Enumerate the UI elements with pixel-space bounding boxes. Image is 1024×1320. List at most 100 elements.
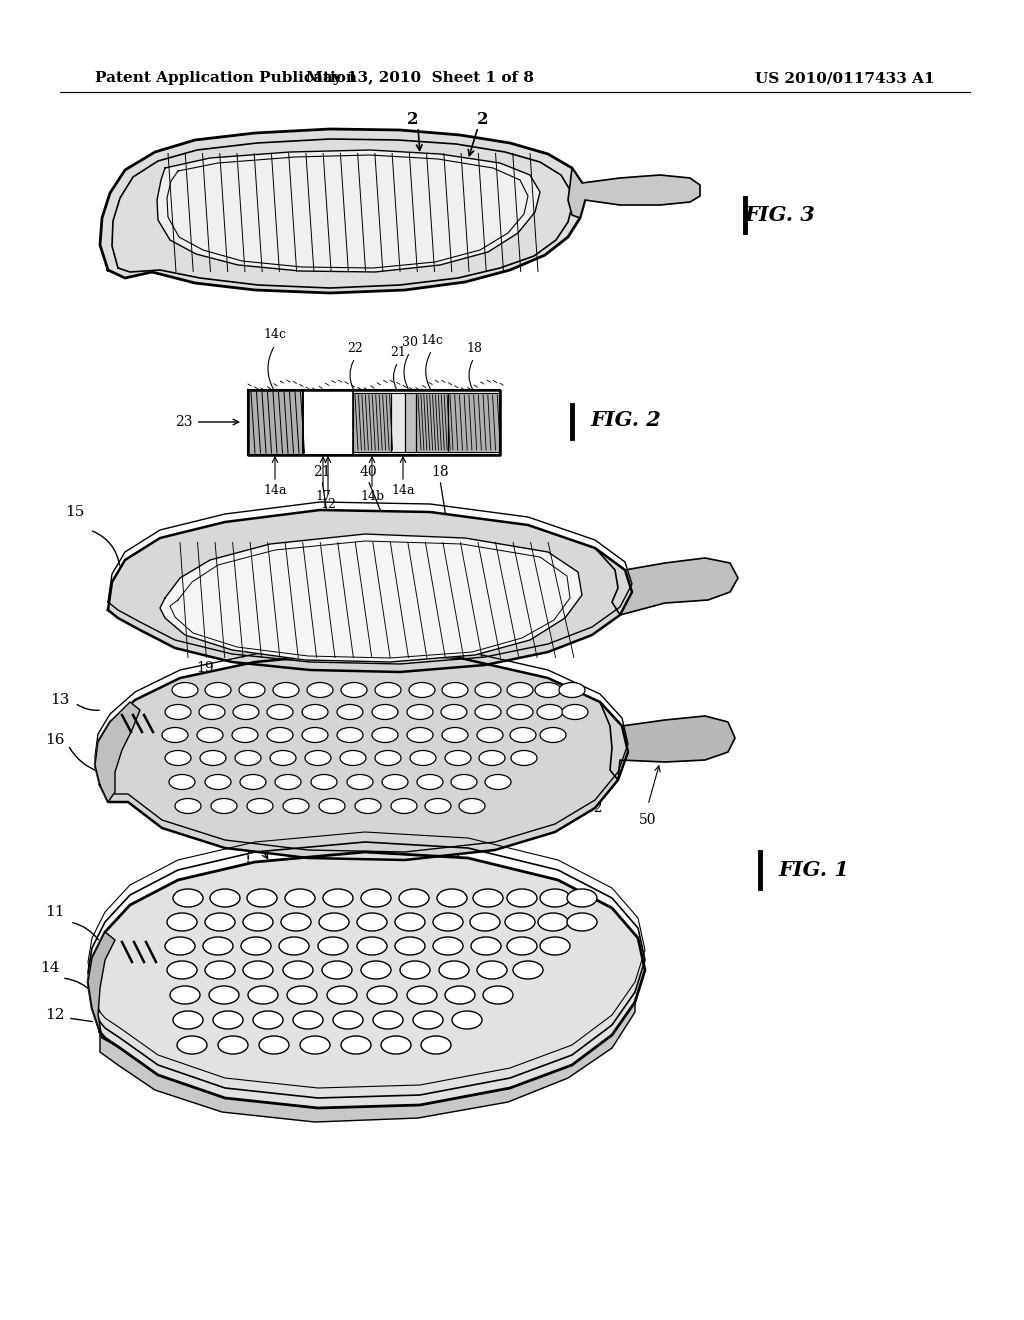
Ellipse shape bbox=[311, 775, 337, 789]
Ellipse shape bbox=[442, 682, 468, 697]
Ellipse shape bbox=[247, 799, 273, 813]
Ellipse shape bbox=[307, 682, 333, 697]
Ellipse shape bbox=[375, 682, 401, 697]
Ellipse shape bbox=[382, 775, 408, 789]
Ellipse shape bbox=[535, 682, 561, 697]
Polygon shape bbox=[88, 851, 645, 1107]
Ellipse shape bbox=[287, 986, 317, 1005]
Ellipse shape bbox=[285, 888, 315, 907]
Ellipse shape bbox=[375, 751, 401, 766]
Ellipse shape bbox=[513, 961, 543, 979]
Ellipse shape bbox=[475, 682, 501, 697]
Ellipse shape bbox=[167, 913, 197, 931]
Ellipse shape bbox=[540, 937, 570, 954]
Polygon shape bbox=[406, 393, 416, 451]
Ellipse shape bbox=[410, 751, 436, 766]
Ellipse shape bbox=[395, 937, 425, 954]
Polygon shape bbox=[303, 389, 353, 455]
Ellipse shape bbox=[347, 775, 373, 789]
Ellipse shape bbox=[409, 682, 435, 697]
Ellipse shape bbox=[232, 727, 258, 742]
Text: 50: 50 bbox=[639, 813, 656, 828]
Ellipse shape bbox=[341, 1036, 371, 1053]
Ellipse shape bbox=[281, 913, 311, 931]
Ellipse shape bbox=[233, 705, 259, 719]
Text: 21: 21 bbox=[390, 346, 406, 359]
Ellipse shape bbox=[283, 799, 309, 813]
Ellipse shape bbox=[540, 727, 566, 742]
Ellipse shape bbox=[470, 913, 500, 931]
Ellipse shape bbox=[477, 727, 503, 742]
Text: 52: 52 bbox=[587, 801, 604, 814]
Ellipse shape bbox=[243, 913, 273, 931]
Ellipse shape bbox=[407, 705, 433, 719]
Ellipse shape bbox=[248, 986, 278, 1005]
Polygon shape bbox=[600, 702, 735, 780]
Ellipse shape bbox=[425, 799, 451, 813]
Ellipse shape bbox=[165, 937, 195, 954]
Ellipse shape bbox=[367, 986, 397, 1005]
Ellipse shape bbox=[511, 751, 537, 766]
Ellipse shape bbox=[485, 775, 511, 789]
Text: 30: 30 bbox=[402, 335, 418, 348]
Ellipse shape bbox=[452, 1011, 482, 1030]
Ellipse shape bbox=[267, 705, 293, 719]
Ellipse shape bbox=[205, 961, 234, 979]
Ellipse shape bbox=[302, 705, 328, 719]
Ellipse shape bbox=[540, 888, 570, 907]
Polygon shape bbox=[353, 393, 391, 451]
Ellipse shape bbox=[170, 986, 200, 1005]
Ellipse shape bbox=[407, 727, 433, 742]
Text: FIG. 2: FIG. 2 bbox=[590, 411, 660, 430]
Ellipse shape bbox=[477, 961, 507, 979]
Ellipse shape bbox=[240, 775, 266, 789]
Ellipse shape bbox=[407, 986, 437, 1005]
Ellipse shape bbox=[267, 727, 293, 742]
Text: FIG. 1: FIG. 1 bbox=[778, 861, 849, 880]
Ellipse shape bbox=[243, 961, 273, 979]
Ellipse shape bbox=[479, 751, 505, 766]
Ellipse shape bbox=[567, 888, 597, 907]
Ellipse shape bbox=[200, 751, 226, 766]
Text: FIG. 3: FIG. 3 bbox=[744, 205, 815, 224]
Ellipse shape bbox=[165, 751, 191, 766]
Ellipse shape bbox=[421, 1036, 451, 1053]
Ellipse shape bbox=[537, 705, 563, 719]
Polygon shape bbox=[595, 548, 738, 615]
Ellipse shape bbox=[400, 961, 430, 979]
Polygon shape bbox=[568, 168, 700, 218]
Polygon shape bbox=[95, 702, 140, 803]
Text: 12: 12 bbox=[321, 499, 336, 511]
Ellipse shape bbox=[337, 705, 362, 719]
Ellipse shape bbox=[205, 913, 234, 931]
Ellipse shape bbox=[279, 937, 309, 954]
Ellipse shape bbox=[173, 1011, 203, 1030]
Text: 17: 17 bbox=[253, 836, 271, 849]
Ellipse shape bbox=[327, 986, 357, 1005]
Ellipse shape bbox=[165, 705, 191, 719]
Ellipse shape bbox=[373, 1011, 403, 1030]
Ellipse shape bbox=[417, 775, 443, 789]
Ellipse shape bbox=[273, 682, 299, 697]
Text: 60: 60 bbox=[359, 663, 377, 677]
Polygon shape bbox=[391, 393, 406, 451]
Polygon shape bbox=[108, 510, 632, 672]
Polygon shape bbox=[416, 393, 449, 451]
Ellipse shape bbox=[322, 961, 352, 979]
Ellipse shape bbox=[337, 727, 362, 742]
Ellipse shape bbox=[505, 913, 535, 931]
Ellipse shape bbox=[372, 727, 398, 742]
Polygon shape bbox=[88, 932, 115, 1038]
Ellipse shape bbox=[391, 799, 417, 813]
Ellipse shape bbox=[381, 1036, 411, 1053]
Ellipse shape bbox=[372, 705, 398, 719]
Ellipse shape bbox=[211, 799, 237, 813]
Text: 40: 40 bbox=[359, 465, 377, 479]
Ellipse shape bbox=[459, 799, 485, 813]
Text: 14a: 14a bbox=[263, 483, 287, 496]
Text: Patent Application Publication: Patent Application Publication bbox=[95, 71, 357, 84]
Ellipse shape bbox=[177, 1036, 207, 1053]
Ellipse shape bbox=[361, 961, 391, 979]
Ellipse shape bbox=[293, 1011, 323, 1030]
Ellipse shape bbox=[562, 705, 588, 719]
